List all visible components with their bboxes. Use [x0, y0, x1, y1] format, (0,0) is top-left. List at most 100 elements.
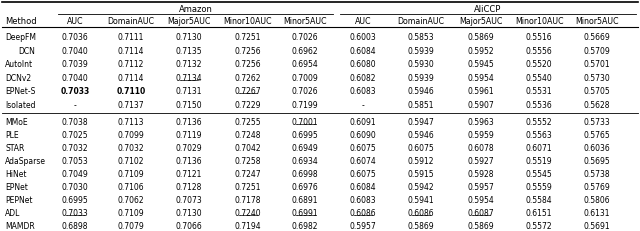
Text: 0.5930: 0.5930	[408, 60, 435, 69]
Text: AdaSparse: AdaSparse	[5, 156, 46, 165]
Text: 0.6087: 0.6087	[468, 208, 494, 217]
Text: Isolated: Isolated	[5, 100, 35, 109]
Text: 0.5869: 0.5869	[408, 221, 435, 230]
Text: 0.7135: 0.7135	[176, 47, 202, 55]
Text: 0.7136: 0.7136	[176, 118, 202, 126]
Text: 0.5869: 0.5869	[468, 221, 494, 230]
Text: 0.7109: 0.7109	[118, 208, 144, 217]
Text: AUC: AUC	[355, 16, 371, 25]
Text: 0.5733: 0.5733	[584, 118, 611, 126]
Text: 0.5559: 0.5559	[525, 182, 552, 191]
Text: 0.6898: 0.6898	[61, 221, 88, 230]
Text: 0.5915: 0.5915	[408, 169, 435, 178]
Text: 0.7267: 0.7267	[235, 87, 261, 96]
Text: 0.7119: 0.7119	[176, 131, 202, 139]
Text: 0.7079: 0.7079	[118, 221, 145, 230]
Text: 0.6151: 0.6151	[525, 208, 552, 217]
Text: 0.7111: 0.7111	[118, 33, 144, 42]
Text: 0.5927: 0.5927	[468, 156, 494, 165]
Text: 0.5963: 0.5963	[468, 118, 494, 126]
Text: 0.7030: 0.7030	[61, 182, 88, 191]
Text: 0.7248: 0.7248	[235, 131, 261, 139]
Text: Minor10AUC: Minor10AUC	[515, 16, 563, 25]
Text: 0.7114: 0.7114	[118, 47, 144, 55]
Text: 0.7136: 0.7136	[176, 156, 202, 165]
Text: 0.5531: 0.5531	[525, 87, 552, 96]
Text: 0.7256: 0.7256	[235, 47, 261, 55]
Text: EPNet-S: EPNet-S	[5, 87, 35, 96]
Text: AUC: AUC	[67, 16, 83, 25]
Text: 0.5584: 0.5584	[525, 195, 552, 204]
Text: PLE: PLE	[5, 131, 19, 139]
Text: 0.6995: 0.6995	[61, 195, 88, 204]
Text: 0.6086: 0.6086	[408, 208, 435, 217]
Text: 0.7255: 0.7255	[235, 118, 261, 126]
Text: 0.7113: 0.7113	[118, 118, 144, 126]
Text: 0.7247: 0.7247	[235, 169, 261, 178]
Text: 0.5628: 0.5628	[584, 100, 611, 109]
Text: 0.6090: 0.6090	[349, 131, 376, 139]
Text: 0.7036: 0.7036	[61, 33, 88, 42]
Text: 0.6995: 0.6995	[292, 131, 318, 139]
Text: 0.5952: 0.5952	[468, 47, 494, 55]
Text: 0.6934: 0.6934	[292, 156, 318, 165]
Text: 0.5520: 0.5520	[525, 60, 552, 69]
Text: MMoE: MMoE	[5, 118, 28, 126]
Text: 0.6084: 0.6084	[349, 182, 376, 191]
Text: 0.5853: 0.5853	[408, 33, 435, 42]
Text: 0.7229: 0.7229	[235, 100, 261, 109]
Text: 0.6976: 0.6976	[292, 182, 318, 191]
Text: 0.6091: 0.6091	[349, 118, 376, 126]
Text: 0.5947: 0.5947	[408, 118, 435, 126]
Text: 0.7199: 0.7199	[292, 100, 318, 109]
Text: 0.5556: 0.5556	[525, 47, 552, 55]
Text: 0.6982: 0.6982	[292, 221, 318, 230]
Text: 0.7029: 0.7029	[176, 143, 202, 152]
Text: 0.5957: 0.5957	[468, 182, 494, 191]
Text: 0.5552: 0.5552	[525, 118, 552, 126]
Text: DCNv2: DCNv2	[5, 73, 31, 82]
Text: 0.5806: 0.5806	[584, 195, 611, 204]
Text: 0.7132: 0.7132	[176, 60, 202, 69]
Text: 0.7001: 0.7001	[292, 118, 318, 126]
Text: Minor10AUC: Minor10AUC	[224, 16, 272, 25]
Text: 0.5563: 0.5563	[525, 131, 552, 139]
Text: 0.5945: 0.5945	[468, 60, 494, 69]
Text: 0.5907: 0.5907	[468, 100, 494, 109]
Text: 0.5961: 0.5961	[468, 87, 494, 96]
Text: 0.7128: 0.7128	[176, 182, 202, 191]
Text: DeepFM: DeepFM	[5, 33, 36, 42]
Text: 0.6074: 0.6074	[349, 156, 376, 165]
Text: 0.5572: 0.5572	[525, 221, 552, 230]
Text: 0.7039: 0.7039	[61, 60, 88, 69]
Text: 0.6075: 0.6075	[408, 143, 435, 152]
Text: 0.7240: 0.7240	[235, 208, 261, 217]
Text: Minor5AUC: Minor5AUC	[575, 16, 619, 25]
Text: 0.5701: 0.5701	[584, 60, 611, 69]
Text: 0.5730: 0.5730	[584, 73, 611, 82]
Text: 0.7038: 0.7038	[61, 118, 88, 126]
Text: 0.6078: 0.6078	[468, 143, 494, 152]
Text: 0.7106: 0.7106	[118, 182, 144, 191]
Text: 0.7114: 0.7114	[118, 73, 144, 82]
Text: 0.6036: 0.6036	[584, 143, 611, 152]
Text: 0.5942: 0.5942	[408, 182, 435, 191]
Text: 0.7110: 0.7110	[116, 87, 146, 96]
Text: 0.5738: 0.5738	[584, 169, 611, 178]
Text: 0.7178: 0.7178	[235, 195, 261, 204]
Text: Major5AUC: Major5AUC	[167, 16, 211, 25]
Text: 0.7053: 0.7053	[61, 156, 88, 165]
Text: 0.5928: 0.5928	[468, 169, 494, 178]
Text: 0.7033: 0.7033	[61, 208, 88, 217]
Text: 0.5939: 0.5939	[408, 47, 435, 55]
Text: 0.7262: 0.7262	[235, 73, 261, 82]
Text: 0.7102: 0.7102	[118, 156, 144, 165]
Text: Amazon: Amazon	[179, 4, 212, 13]
Text: 0.7258: 0.7258	[235, 156, 261, 165]
Text: EPNet: EPNet	[5, 182, 28, 191]
Text: 0.7130: 0.7130	[176, 33, 202, 42]
Text: 0.5954: 0.5954	[468, 195, 494, 204]
Text: 0.7137: 0.7137	[118, 100, 144, 109]
Text: 0.6084: 0.6084	[349, 47, 376, 55]
Text: 0.5946: 0.5946	[408, 87, 435, 96]
